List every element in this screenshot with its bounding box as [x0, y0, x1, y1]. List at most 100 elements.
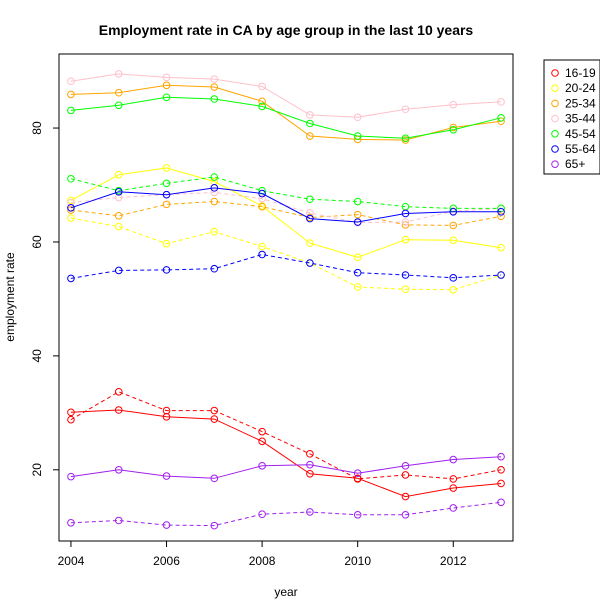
data-point	[162, 81, 171, 90]
data-point	[306, 119, 314, 128]
data-point	[258, 194, 266, 203]
data-point	[306, 132, 314, 140]
data-point	[162, 266, 171, 274]
legend-label: 35-44	[565, 112, 596, 126]
data-point	[67, 214, 75, 222]
data-point	[114, 211, 123, 220]
y-axis-label: employment rate	[3, 252, 17, 342]
data-point	[353, 510, 362, 519]
data-point	[67, 106, 75, 115]
data-point	[114, 516, 123, 525]
data-point	[306, 195, 314, 204]
series-line-45-54-dashed	[70, 176, 502, 209]
legend-marker	[551, 160, 559, 168]
data-point	[210, 184, 219, 192]
data-point	[497, 271, 505, 279]
data-point	[449, 125, 458, 134]
data-point	[210, 75, 219, 83]
data-point	[114, 70, 123, 78]
x-tick-label: 2012	[440, 554, 467, 568]
legend-label: 45-54	[565, 127, 596, 141]
data-point	[114, 266, 123, 275]
data-point	[449, 100, 458, 109]
data-point	[258, 510, 266, 519]
legend-label: 20-24	[565, 81, 596, 95]
data-point	[449, 236, 458, 245]
data-point	[497, 207, 505, 216]
data-point	[449, 475, 458, 483]
data-point	[258, 250, 266, 259]
data-point	[162, 239, 171, 248]
data-point	[162, 406, 171, 415]
data-point	[162, 73, 171, 82]
data-point	[114, 387, 123, 396]
series-line-65+-dashed	[70, 501, 502, 527]
series-line-35-44-solid	[70, 73, 502, 118]
series-line-55-64-solid	[70, 187, 502, 223]
data-point	[67, 472, 75, 481]
series-line-20-24-solid	[70, 167, 502, 258]
data-point	[258, 202, 266, 211]
data-point	[353, 210, 362, 219]
data-point	[210, 188, 219, 197]
data-point	[67, 196, 75, 205]
data-point	[401, 134, 410, 143]
plot-frame	[58, 53, 514, 542]
data-point	[353, 253, 362, 262]
data-point	[67, 174, 75, 183]
legend-marker	[551, 145, 559, 153]
data-point	[210, 521, 219, 530]
data-point	[210, 197, 219, 206]
legend-marker	[551, 84, 559, 92]
data-point	[401, 462, 410, 470]
data-point	[449, 221, 458, 230]
data-point	[210, 415, 219, 423]
y-tick-label: 60	[30, 235, 44, 249]
data-point	[353, 218, 362, 226]
data-point	[114, 188, 123, 196]
data-point	[258, 102, 266, 111]
data-point	[401, 471, 410, 479]
data-point	[353, 132, 362, 140]
series-line-20-24-dashed	[70, 217, 502, 291]
data-point	[210, 474, 219, 483]
data-point	[497, 212, 505, 221]
data-point	[114, 406, 123, 414]
x-tick-label: 2010	[344, 554, 371, 568]
data-point	[306, 111, 314, 119]
data-point	[67, 274, 75, 283]
series-line-16-19-solid	[70, 409, 502, 498]
data-point	[210, 83, 219, 91]
data-point	[497, 243, 505, 252]
data-point	[114, 222, 123, 231]
series-line-16-19-dashed	[70, 391, 502, 480]
x-tick-label: 2006	[153, 554, 180, 568]
data-point	[67, 408, 75, 417]
data-point	[162, 179, 171, 188]
x-axis-label: year	[274, 585, 297, 599]
data-point	[162, 472, 171, 480]
data-point	[401, 218, 410, 226]
legend-marker	[551, 114, 559, 123]
data-point	[114, 466, 123, 474]
x-tick-label: 2004	[58, 554, 85, 568]
data-point	[497, 98, 505, 106]
data-point	[162, 93, 171, 102]
legend-box	[543, 59, 600, 175]
data-point	[162, 164, 171, 172]
legend-label: 65+	[565, 157, 585, 171]
series-line-25-34-dashed	[70, 200, 502, 226]
data-point	[497, 113, 505, 122]
data-point	[306, 214, 314, 223]
data-point	[401, 209, 410, 218]
data-point	[353, 283, 362, 291]
x-axis: 2004 2006 2008 2010 2012	[58, 541, 467, 568]
data-point	[497, 479, 505, 488]
legend-label: 55-64	[565, 142, 596, 156]
legend-marker	[551, 69, 559, 77]
data-point	[449, 123, 458, 132]
data-point	[306, 239, 314, 247]
data-point	[162, 200, 171, 209]
data-point	[210, 95, 219, 103]
